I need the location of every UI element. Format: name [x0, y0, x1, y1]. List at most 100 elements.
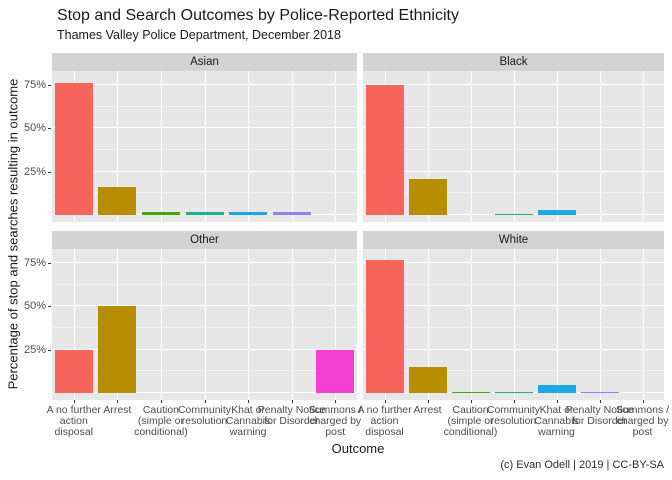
bar-asian-5	[229, 212, 268, 215]
x-tick-mark	[117, 400, 118, 403]
x-tick-label: Caution (simple or conditional)	[134, 404, 188, 438]
bar-black-4	[494, 214, 533, 215]
bar-white-4	[494, 392, 533, 393]
facet-panel-asian	[52, 71, 357, 222]
bar-black-5	[537, 210, 576, 215]
x-tick-label: Khat or Cannabis warning	[225, 404, 271, 438]
x-tick-mark	[292, 400, 293, 403]
gridline-vertical	[599, 249, 601, 400]
bar-asian-6	[272, 212, 311, 215]
gridline-vertical	[335, 249, 337, 400]
y-tick-mark	[48, 85, 51, 86]
x-tick-mark	[335, 400, 336, 403]
x-tick-mark	[514, 400, 515, 403]
y-tick-label: 75%	[23, 79, 46, 92]
gridline-vertical	[248, 71, 250, 222]
x-axis-title: Outcome	[331, 441, 385, 456]
facet-strip-white: White	[363, 231, 664, 249]
gridline-vertical	[204, 249, 206, 400]
gridline-vertical	[335, 71, 337, 222]
gridline-vertical	[427, 249, 429, 400]
gridline-vertical	[117, 71, 119, 222]
x-tick-label: Caution (simple or conditional)	[443, 404, 498, 438]
facet-panel-black	[363, 71, 664, 222]
x-tick-mark	[600, 400, 601, 403]
facet-label: Asian	[190, 56, 219, 68]
bar-asian-2	[98, 187, 137, 215]
gridline-vertical	[204, 71, 206, 222]
x-tick-mark	[385, 400, 386, 403]
facet-label: Other	[190, 234, 219, 246]
x-tick-label: Penalty Notice for Disorder	[565, 404, 634, 427]
y-tick-label: 75%	[23, 257, 46, 270]
x-tick-mark	[205, 400, 206, 403]
x-tick-mark	[248, 400, 249, 403]
gridline-vertical	[160, 249, 162, 400]
y-tick-mark	[48, 350, 51, 351]
chart-title: Stop and Search Outcomes by Police-Repor…	[57, 7, 459, 24]
gridline-vertical	[642, 249, 644, 400]
bar-white-5	[537, 385, 576, 393]
y-tick-label: 50%	[23, 122, 46, 135]
chart-caption: (c) Evan Odell | 2019 | CC-BY-SA	[500, 459, 664, 471]
facet-panel-white	[363, 249, 664, 400]
gridline-vertical	[291, 249, 293, 400]
facet-label: White	[498, 234, 529, 246]
gridline-vertical	[427, 71, 429, 222]
facet-panel-other	[52, 249, 357, 400]
y-tick-mark	[48, 263, 51, 264]
y-tick-mark	[48, 128, 51, 129]
bar-black-1	[365, 85, 404, 215]
bar-white-2	[408, 367, 447, 393]
x-tick-label: A no further action disposal	[46, 404, 101, 438]
y-tick-mark	[48, 306, 51, 307]
bar-white-1	[365, 260, 404, 393]
x-tick-mark	[161, 400, 162, 403]
x-tick-label: A no further action disposal	[357, 404, 412, 438]
gridline-vertical	[291, 71, 293, 222]
facet-label: Black	[499, 56, 528, 68]
facet-strip-asian: Asian	[52, 53, 357, 71]
x-tick-label: Arrest	[103, 404, 132, 416]
gridline-vertical	[248, 249, 250, 400]
y-tick-label: 50%	[23, 300, 46, 313]
gridline-vertical	[599, 71, 601, 222]
gridline-vertical	[642, 71, 644, 222]
gridline-vertical	[513, 249, 515, 400]
gridline-vertical	[470, 71, 472, 222]
facet-strip-black: Black	[363, 53, 664, 71]
x-tick-mark	[643, 400, 644, 403]
y-tick-mark	[48, 172, 51, 173]
gridline-vertical	[73, 249, 75, 400]
chart-subtitle: Thames Valley Police Department, Decembe…	[57, 28, 341, 42]
bar-asian-4	[185, 212, 224, 215]
facet-strip-other: Other	[52, 231, 357, 249]
x-tick-mark	[471, 400, 472, 403]
y-tick-label: 25%	[23, 165, 46, 178]
gridline-vertical	[160, 71, 162, 222]
x-tick-mark	[74, 400, 75, 403]
x-tick-label: Summons / charged by post	[615, 404, 670, 438]
gridline-vertical	[556, 71, 558, 222]
bar-white-3	[451, 392, 490, 393]
bar-asian-3	[141, 212, 180, 215]
gridline-vertical	[513, 71, 515, 222]
bar-other-7	[316, 350, 355, 393]
x-tick-mark	[428, 400, 429, 403]
bar-other-2	[98, 306, 137, 393]
bar-other-1	[54, 350, 93, 393]
x-tick-label: Community resolution	[177, 404, 232, 427]
y-tick-label: 25%	[23, 343, 46, 356]
bar-black-2	[408, 179, 447, 215]
x-tick-label: Penalty Notice for Disorder	[257, 404, 326, 427]
x-tick-label: Community resolution	[486, 404, 541, 427]
bar-asian-1	[54, 83, 93, 215]
gridline-vertical	[470, 249, 472, 400]
gridline-vertical	[556, 249, 558, 400]
bar-white-6	[580, 392, 619, 393]
x-tick-label: Arrest	[413, 404, 442, 416]
x-tick-label: Summons / charged by post	[308, 404, 362, 438]
x-tick-label: Khat or Cannabis warning	[534, 404, 579, 438]
x-tick-mark	[557, 400, 558, 403]
